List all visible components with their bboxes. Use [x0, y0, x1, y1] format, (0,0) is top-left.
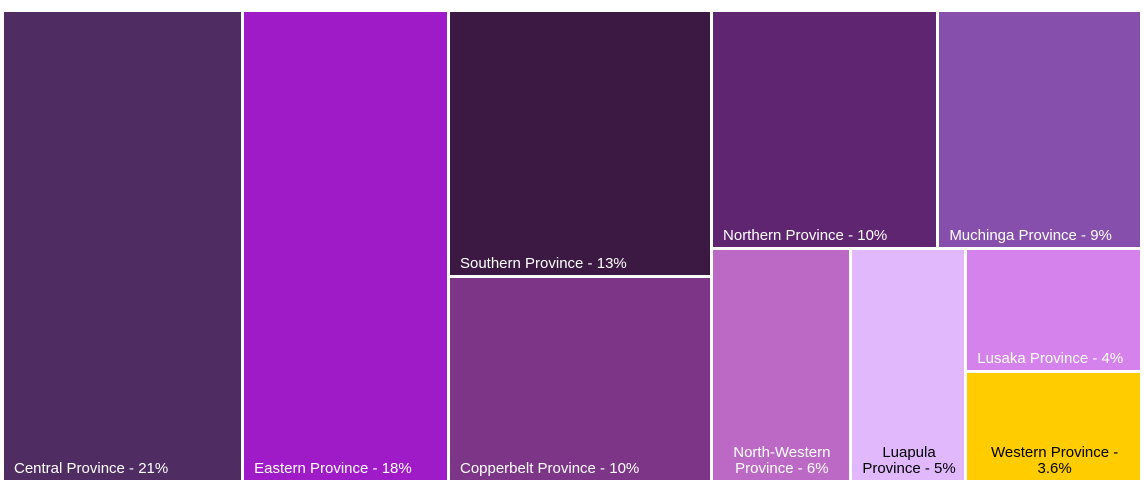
tile: Muchinga Province - 9%: [939, 12, 1140, 247]
tile: Copperbelt Province - 10%: [449, 278, 710, 480]
tile-label: North-Western Province - 6%: [733, 444, 831, 477]
tile: Eastern Province - 18%: [244, 12, 447, 480]
tile: Southern Province - 13%: [449, 12, 710, 276]
tile: Central Province - 21%: [4, 12, 242, 480]
tile-label: Eastern Province - 18%: [254, 461, 412, 477]
tile: Western Province - 3.6%: [967, 372, 1140, 480]
tile-label: Lusaka Province - 4%: [977, 350, 1124, 367]
tile-label: Southern Province - 13%: [459, 256, 627, 273]
tile-label: Copperbelt Province - 10%: [459, 460, 640, 477]
tile: North-Western Province - 6%: [713, 250, 849, 480]
tile-label: Western Province - 3.6%: [991, 444, 1119, 477]
tile-label: Central Province - 21%: [14, 461, 169, 477]
tile: Northern Province - 10%: [713, 12, 937, 247]
tile: Luapula Province - 5%: [851, 250, 965, 480]
tile: Lusaka Province - 4%: [967, 250, 1140, 370]
tile-label: Northern Province - 10%: [723, 228, 888, 244]
tile-label: Luapula Province - 5%: [862, 444, 956, 477]
tile-label: Muchinga Province - 9%: [949, 228, 1112, 244]
